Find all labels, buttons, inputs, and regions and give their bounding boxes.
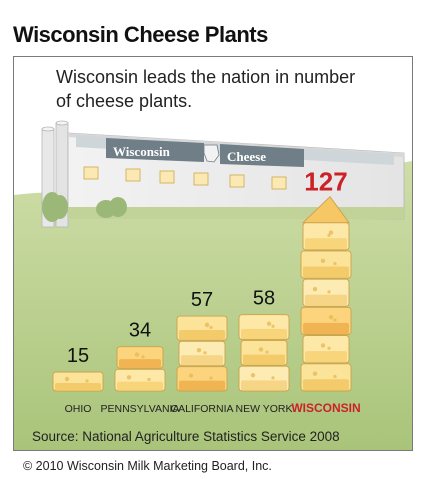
cheese-bars	[52, 196, 352, 392]
category-label: PENNSYLVANIA	[101, 403, 180, 415]
bushes	[42, 192, 127, 222]
cheese-bar-ohio	[52, 371, 104, 392]
category-label: WISCONSIN	[291, 401, 360, 415]
value-label: 57	[191, 289, 213, 311]
wisconsin-state-icon	[203, 144, 220, 163]
value-label: 58	[253, 288, 275, 310]
category-label: CALIFORNIA	[170, 403, 233, 415]
value-label: 15	[67, 345, 89, 367]
copyright-note: © 2010 Wisconsin Milk Marketing Board, I…	[23, 459, 272, 473]
category-label: NEW YORK	[236, 403, 293, 415]
chart-title: Wisconsin Cheese Plants	[13, 22, 268, 47]
cheese-bar-new-york	[238, 314, 290, 392]
chart-frame: Wisconsin Cheese 15 34 57 58 127 OHIO PENNSYL…	[13, 56, 413, 451]
cheese-bar-california	[176, 315, 228, 392]
value-label: 127	[304, 167, 347, 197]
chart-scene: Wisconsin Cheese 15 34 57 58 127 OHIO PENNSYL…	[14, 120, 412, 450]
cheese-bar-wisconsin	[300, 196, 352, 392]
category-label: OHIO	[65, 403, 92, 415]
value-labels: 15 34 57 58 127	[67, 167, 348, 367]
cheese-bar-pennsylvania	[114, 346, 166, 392]
source-note: Source: National Agriculture Statistics …	[32, 429, 340, 444]
value-label: 34	[129, 320, 151, 342]
sign-word-2: Cheese	[227, 149, 266, 164]
chart-subtitle: Wisconsin leads the nation in number of …	[56, 67, 356, 111]
sign-word-1: Wisconsin	[113, 144, 171, 159]
cheese-factory: Wisconsin Cheese	[67, 132, 405, 220]
